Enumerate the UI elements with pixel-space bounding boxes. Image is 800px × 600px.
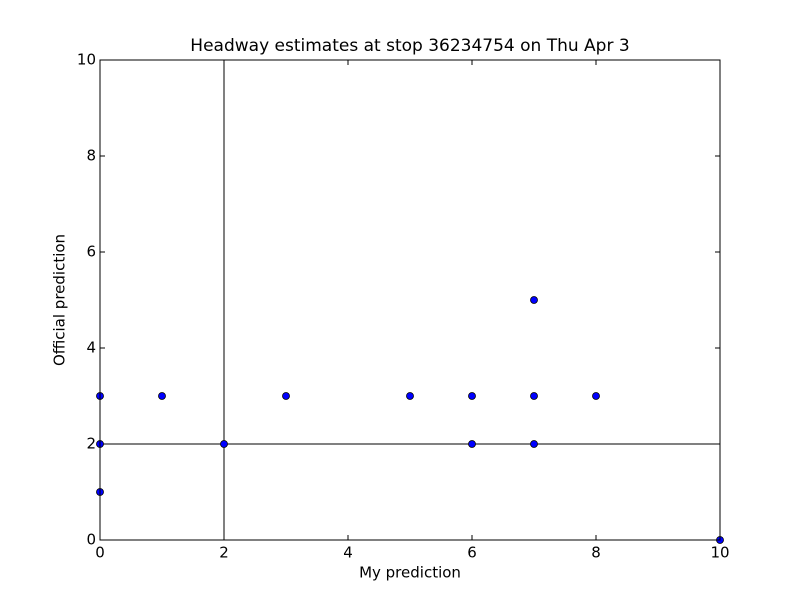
y-tick-label: 10 — [77, 51, 96, 69]
x-axis-label: My prediction — [359, 564, 461, 582]
x-tick-label: 6 — [467, 544, 477, 562]
point — [530, 296, 538, 304]
y-tick-label: 0 — [86, 531, 96, 549]
point — [592, 392, 600, 400]
plot-frame — [99, 59, 721, 541]
y-tick-label: 4 — [86, 339, 96, 357]
y-tick-label: 8 — [86, 147, 96, 165]
point — [468, 440, 476, 448]
point — [406, 392, 414, 400]
chart-title: Headway estimates at stop 36234754 on Th… — [190, 36, 629, 56]
point — [220, 440, 228, 448]
point — [530, 392, 538, 400]
point — [158, 392, 166, 400]
x-tick-label: 8 — [591, 544, 601, 562]
point — [530, 440, 538, 448]
x-tick-label: 0 — [95, 544, 105, 562]
y-tick-label: 2 — [86, 435, 96, 453]
x-tick-label: 4 — [343, 544, 353, 562]
x-tick-label: 10 — [710, 544, 729, 562]
y-axis-label: Official prediction — [51, 234, 69, 366]
y-tick-label: 6 — [86, 243, 96, 261]
point — [468, 392, 476, 400]
x-tick-label: 2 — [219, 544, 229, 562]
point — [282, 392, 290, 400]
